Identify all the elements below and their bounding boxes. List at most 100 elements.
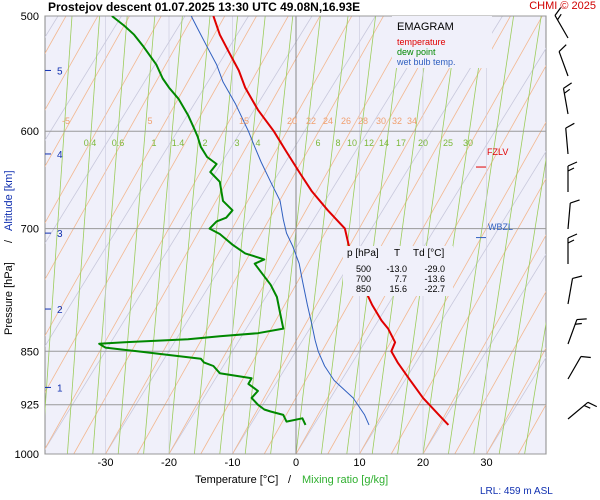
dry-adiabat-line bbox=[263, 16, 511, 454]
wind-barb bbox=[558, 44, 569, 77]
temperature-tick-label: 0 bbox=[293, 457, 299, 469]
wind-barb-flag bbox=[565, 122, 575, 129]
dry-adiabat-line bbox=[45, 16, 226, 337]
wind-barb bbox=[567, 318, 587, 345]
dry-adiabat-line bbox=[359, 121, 546, 454]
wind-barb-flag bbox=[567, 239, 575, 244]
mixing-ratio-line bbox=[219, 16, 266, 454]
data-table: p [hPa] T Td [°C] 500 -13.0 -29.0 700 7.… bbox=[343, 246, 453, 296]
pressure-tick-label: 600 bbox=[21, 126, 39, 138]
temperature-tick-label: -20 bbox=[161, 457, 177, 469]
temperature-tick-label: -30 bbox=[98, 457, 114, 469]
mixing-ratio-label: 8 bbox=[335, 138, 340, 148]
wind-barb-shaft bbox=[567, 356, 582, 380]
wind-barb bbox=[565, 122, 575, 155]
isotherm-line bbox=[295, 47, 546, 454]
dry-adiabat-line bbox=[550, 0, 600, 454]
pressure-tick-label: 500 bbox=[21, 11, 39, 23]
altitude-tick-label: 5 bbox=[57, 66, 63, 77]
mixing-ratio-label: 6 bbox=[315, 138, 320, 148]
wind-barb bbox=[554, 7, 569, 39]
mixing-ratio-label: 1 bbox=[151, 138, 156, 148]
legend-wet-bulb: wet bulb temp. bbox=[396, 57, 456, 67]
isotherm-line bbox=[45, 16, 122, 141]
wind-barb-shaft bbox=[567, 203, 571, 230]
wind-barb-flag bbox=[567, 167, 575, 172]
dry-adiabat-line bbox=[45, 16, 67, 55]
isotherm-line bbox=[45, 16, 186, 244]
legend-title: EMAGRAM bbox=[397, 21, 454, 33]
x-axis-label-mixing: Mixing ratio [g/kg] bbox=[302, 474, 388, 486]
dry-adiabat-line bbox=[45, 16, 130, 168]
mixing-ratio-line bbox=[92, 16, 128, 454]
isotherm-line bbox=[45, 16, 313, 450]
mixing-ratio-line bbox=[117, 16, 156, 454]
dry-adiabat-label: 24 bbox=[323, 116, 333, 126]
mixing-ratio-line bbox=[524, 320, 546, 454]
dry-adiabat-label: 34 bbox=[407, 116, 417, 126]
isotherm-line bbox=[105, 16, 376, 454]
mixing-ratio-line bbox=[67, 16, 100, 454]
mixing-ratio-line bbox=[473, 16, 542, 454]
mixing-ratio-line bbox=[346, 16, 404, 454]
table-cell: -13.6 bbox=[424, 274, 445, 284]
mixing-ratio-line bbox=[321, 16, 376, 454]
mixing-ratio-label: 0.4 bbox=[84, 138, 97, 148]
wind-barb-flag bbox=[567, 233, 578, 239]
wind-barb-flag bbox=[563, 82, 572, 89]
pressure-tick-label: 925 bbox=[21, 400, 39, 412]
table-cell: 7.7 bbox=[394, 274, 407, 284]
dry-adiabat-label: 30 bbox=[376, 116, 386, 126]
wind-barb bbox=[567, 275, 583, 305]
wbzl-label: WBZL bbox=[488, 222, 513, 232]
y-axis-label-altitude: Altitude [km] bbox=[3, 170, 15, 231]
dry-adiabat-label: 5 bbox=[147, 116, 152, 126]
table-cell: -22.7 bbox=[424, 284, 445, 294]
pressure-tick-label: 1000 bbox=[15, 449, 39, 461]
pressure-tick-label: 700 bbox=[21, 224, 39, 236]
dry-adiabat-line bbox=[45, 16, 257, 394]
altitude-tick-label: 4 bbox=[57, 150, 63, 161]
mixing-ratio-line bbox=[498, 156, 546, 454]
dry-adiabat-label: -5 bbox=[62, 116, 70, 126]
dry-adiabat-line bbox=[73, 16, 321, 454]
mixing-ratio-label: 12 bbox=[364, 138, 374, 148]
dry-adiabat-line bbox=[390, 177, 546, 454]
dry-adiabat-label: 15 bbox=[239, 116, 249, 126]
dry-adiabat-line bbox=[45, 16, 162, 224]
mixing-ratio-line bbox=[45, 16, 73, 417]
dry-adiabat-label: 28 bbox=[358, 116, 368, 126]
isotherm-line bbox=[486, 356, 546, 454]
mixing-ratio-label: 1.4 bbox=[172, 138, 185, 148]
dry-adiabat-line bbox=[45, 16, 99, 111]
mixing-ratio-line bbox=[168, 16, 211, 454]
mixing-ratio-label: 17 bbox=[396, 138, 406, 148]
mixing-ratio-line bbox=[448, 16, 514, 454]
temperature-tick-label: 10 bbox=[353, 457, 365, 469]
lrl-label: LRL: 459 m ASL bbox=[480, 486, 553, 497]
mixing-ratio-label: 3 bbox=[234, 138, 239, 148]
mixing-ratio-label: 20 bbox=[418, 138, 428, 148]
mixing-ratio-label: 0.6 bbox=[112, 138, 125, 148]
x-axis-separator: / bbox=[288, 474, 292, 486]
dry-adiabat-label: 22 bbox=[306, 116, 316, 126]
altitude-tick-label: 2 bbox=[57, 305, 63, 316]
dry-adiabat-line bbox=[486, 347, 546, 454]
mixing-ratio-label: 10 bbox=[347, 138, 357, 148]
temperature-tick-label: 30 bbox=[480, 457, 492, 469]
mixing-ratio-line bbox=[422, 16, 487, 454]
dry-adiabat-label: 20 bbox=[287, 116, 297, 126]
wet-bulb-line bbox=[190, 16, 370, 426]
mixing-ratio-label: 30 bbox=[463, 138, 473, 148]
mixing-ratio-line bbox=[371, 16, 432, 454]
mixing-ratio-line bbox=[194, 16, 238, 454]
wind-barb bbox=[567, 401, 598, 420]
table-cell: 15.6 bbox=[389, 284, 407, 294]
table-header-t: T bbox=[394, 248, 400, 259]
wind-barb-flag bbox=[554, 7, 562, 16]
mixing-ratio-label: 4 bbox=[255, 138, 260, 148]
y-axis-separator: / bbox=[3, 239, 15, 243]
dry-adiabat-line bbox=[454, 290, 546, 454]
